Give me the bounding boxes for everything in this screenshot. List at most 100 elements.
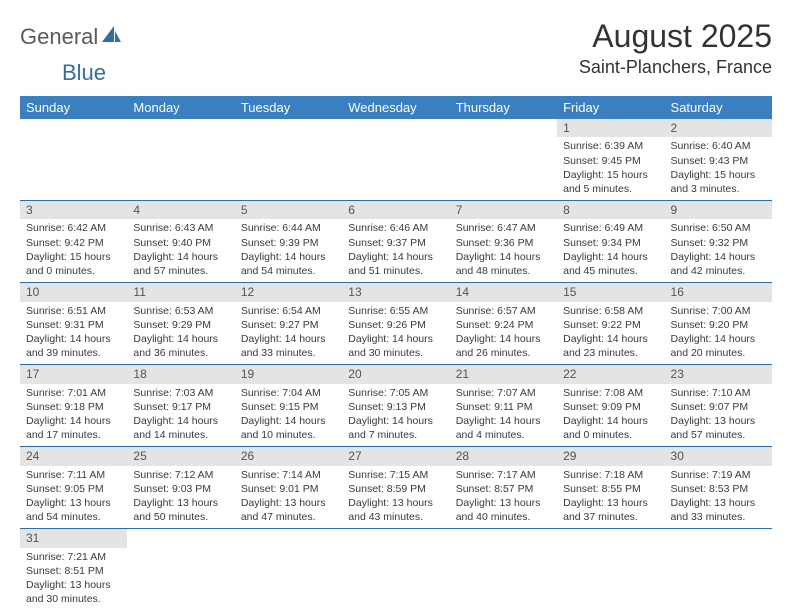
day-info: Sunrise: 7:05 AMSunset: 9:13 PMDaylight:…: [342, 384, 449, 447]
day-number: 2: [665, 119, 772, 137]
day-number: 4: [127, 201, 234, 219]
calendar-cell: 2Sunrise: 6:40 AMSunset: 9:43 PMDaylight…: [665, 119, 772, 201]
day-number: 12: [235, 283, 342, 301]
calendar-cell: 6Sunrise: 6:46 AMSunset: 9:37 PMDaylight…: [342, 201, 449, 283]
calendar-cell-empty: [20, 119, 127, 201]
day-number: 10: [20, 283, 127, 301]
day-info: Sunrise: 7:10 AMSunset: 9:07 PMDaylight:…: [665, 384, 772, 447]
calendar-cell-empty: [342, 119, 449, 201]
day-info: Sunrise: 7:07 AMSunset: 9:11 PMDaylight:…: [450, 384, 557, 447]
day-info: Sunrise: 7:21 AMSunset: 8:51 PMDaylight:…: [20, 548, 127, 611]
day-number: 23: [665, 365, 772, 383]
calendar-cell: 26Sunrise: 7:14 AMSunset: 9:01 PMDayligh…: [235, 447, 342, 529]
logo: General: [20, 24, 122, 50]
calendar-body: 1Sunrise: 6:39 AMSunset: 9:45 PMDaylight…: [20, 119, 772, 610]
calendar-cell: 11Sunrise: 6:53 AMSunset: 9:29 PMDayligh…: [127, 283, 234, 365]
day-info: Sunrise: 6:47 AMSunset: 9:36 PMDaylight:…: [450, 219, 557, 282]
dow-header: Thursday: [450, 96, 557, 119]
calendar-cell-empty: [557, 529, 664, 611]
day-number: 9: [665, 201, 772, 219]
calendar-cell-empty: [665, 529, 772, 611]
calendar-cell: 18Sunrise: 7:03 AMSunset: 9:17 PMDayligh…: [127, 365, 234, 447]
calendar-cell: 19Sunrise: 7:04 AMSunset: 9:15 PMDayligh…: [235, 365, 342, 447]
day-number: 13: [342, 283, 449, 301]
day-number: 31: [20, 529, 127, 547]
sail-icon: [100, 24, 122, 47]
day-number: 30: [665, 447, 772, 465]
calendar-cell: 20Sunrise: 7:05 AMSunset: 9:13 PMDayligh…: [342, 365, 449, 447]
calendar-cell: 27Sunrise: 7:15 AMSunset: 8:59 PMDayligh…: [342, 447, 449, 529]
day-number: 21: [450, 365, 557, 383]
calendar-cell: 21Sunrise: 7:07 AMSunset: 9:11 PMDayligh…: [450, 365, 557, 447]
calendar-table: SundayMondayTuesdayWednesdayThursdayFrid…: [20, 96, 772, 610]
calendar-week: 1Sunrise: 6:39 AMSunset: 9:45 PMDaylight…: [20, 119, 772, 201]
day-info: Sunrise: 6:42 AMSunset: 9:42 PMDaylight:…: [20, 219, 127, 282]
calendar-cell: 15Sunrise: 6:58 AMSunset: 9:22 PMDayligh…: [557, 283, 664, 365]
day-number: 1: [557, 119, 664, 137]
calendar-cell: 1Sunrise: 6:39 AMSunset: 9:45 PMDaylight…: [557, 119, 664, 201]
day-info: Sunrise: 7:00 AMSunset: 9:20 PMDaylight:…: [665, 302, 772, 365]
day-info: Sunrise: 6:55 AMSunset: 9:26 PMDaylight:…: [342, 302, 449, 365]
calendar-cell: 29Sunrise: 7:18 AMSunset: 8:55 PMDayligh…: [557, 447, 664, 529]
day-info: Sunrise: 7:08 AMSunset: 9:09 PMDaylight:…: [557, 384, 664, 447]
title-block: August 2025 Saint-Planchers, France: [579, 18, 772, 78]
calendar-cell: 5Sunrise: 6:44 AMSunset: 9:39 PMDaylight…: [235, 201, 342, 283]
day-info: Sunrise: 6:54 AMSunset: 9:27 PMDaylight:…: [235, 302, 342, 365]
day-number: 3: [20, 201, 127, 219]
day-number: 28: [450, 447, 557, 465]
dow-header-row: SundayMondayTuesdayWednesdayThursdayFrid…: [20, 96, 772, 119]
calendar-week: 17Sunrise: 7:01 AMSunset: 9:18 PMDayligh…: [20, 365, 772, 447]
dow-header: Saturday: [665, 96, 772, 119]
day-info: Sunrise: 6:57 AMSunset: 9:24 PMDaylight:…: [450, 302, 557, 365]
calendar-cell-empty: [127, 529, 234, 611]
day-info: Sunrise: 7:03 AMSunset: 9:17 PMDaylight:…: [127, 384, 234, 447]
location-label: Saint-Planchers, France: [579, 57, 772, 78]
calendar-cell: 22Sunrise: 7:08 AMSunset: 9:09 PMDayligh…: [557, 365, 664, 447]
dow-header: Tuesday: [235, 96, 342, 119]
calendar-cell: 23Sunrise: 7:10 AMSunset: 9:07 PMDayligh…: [665, 365, 772, 447]
dow-header: Friday: [557, 96, 664, 119]
day-number: 8: [557, 201, 664, 219]
day-info: Sunrise: 6:46 AMSunset: 9:37 PMDaylight:…: [342, 219, 449, 282]
day-info: Sunrise: 6:44 AMSunset: 9:39 PMDaylight:…: [235, 219, 342, 282]
day-number: 14: [450, 283, 557, 301]
day-number: 16: [665, 283, 772, 301]
calendar-cell: 31Sunrise: 7:21 AMSunset: 8:51 PMDayligh…: [20, 529, 127, 611]
calendar-cell: 9Sunrise: 6:50 AMSunset: 9:32 PMDaylight…: [665, 201, 772, 283]
calendar-cell: 24Sunrise: 7:11 AMSunset: 9:05 PMDayligh…: [20, 447, 127, 529]
calendar-cell: 17Sunrise: 7:01 AMSunset: 9:18 PMDayligh…: [20, 365, 127, 447]
day-number: 15: [557, 283, 664, 301]
calendar-cell: 12Sunrise: 6:54 AMSunset: 9:27 PMDayligh…: [235, 283, 342, 365]
day-info: Sunrise: 7:18 AMSunset: 8:55 PMDaylight:…: [557, 466, 664, 529]
day-number: 19: [235, 365, 342, 383]
calendar-cell-empty: [450, 119, 557, 201]
logo-text-general: General: [20, 24, 98, 50]
day-number: 5: [235, 201, 342, 219]
day-number: 11: [127, 283, 234, 301]
day-number: 17: [20, 365, 127, 383]
dow-header: Sunday: [20, 96, 127, 119]
calendar-cell: 3Sunrise: 6:42 AMSunset: 9:42 PMDaylight…: [20, 201, 127, 283]
calendar-cell-empty: [127, 119, 234, 201]
calendar-cell: 30Sunrise: 7:19 AMSunset: 8:53 PMDayligh…: [665, 447, 772, 529]
day-info: Sunrise: 6:58 AMSunset: 9:22 PMDaylight:…: [557, 302, 664, 365]
calendar-cell: 8Sunrise: 6:49 AMSunset: 9:34 PMDaylight…: [557, 201, 664, 283]
day-number: 20: [342, 365, 449, 383]
day-info: Sunrise: 7:04 AMSunset: 9:15 PMDaylight:…: [235, 384, 342, 447]
calendar-week: 24Sunrise: 7:11 AMSunset: 9:05 PMDayligh…: [20, 447, 772, 529]
day-info: Sunrise: 6:53 AMSunset: 9:29 PMDaylight:…: [127, 302, 234, 365]
calendar-cell: 4Sunrise: 6:43 AMSunset: 9:40 PMDaylight…: [127, 201, 234, 283]
calendar-cell-empty: [235, 529, 342, 611]
calendar-week: 3Sunrise: 6:42 AMSunset: 9:42 PMDaylight…: [20, 201, 772, 283]
day-number: 27: [342, 447, 449, 465]
calendar-cell-empty: [342, 529, 449, 611]
day-number: 22: [557, 365, 664, 383]
day-info: Sunrise: 7:01 AMSunset: 9:18 PMDaylight:…: [20, 384, 127, 447]
day-number: 6: [342, 201, 449, 219]
calendar-week: 10Sunrise: 6:51 AMSunset: 9:31 PMDayligh…: [20, 283, 772, 365]
day-number: 29: [557, 447, 664, 465]
day-number: 24: [20, 447, 127, 465]
calendar-cell-empty: [235, 119, 342, 201]
calendar-cell: 14Sunrise: 6:57 AMSunset: 9:24 PMDayligh…: [450, 283, 557, 365]
day-number: 7: [450, 201, 557, 219]
